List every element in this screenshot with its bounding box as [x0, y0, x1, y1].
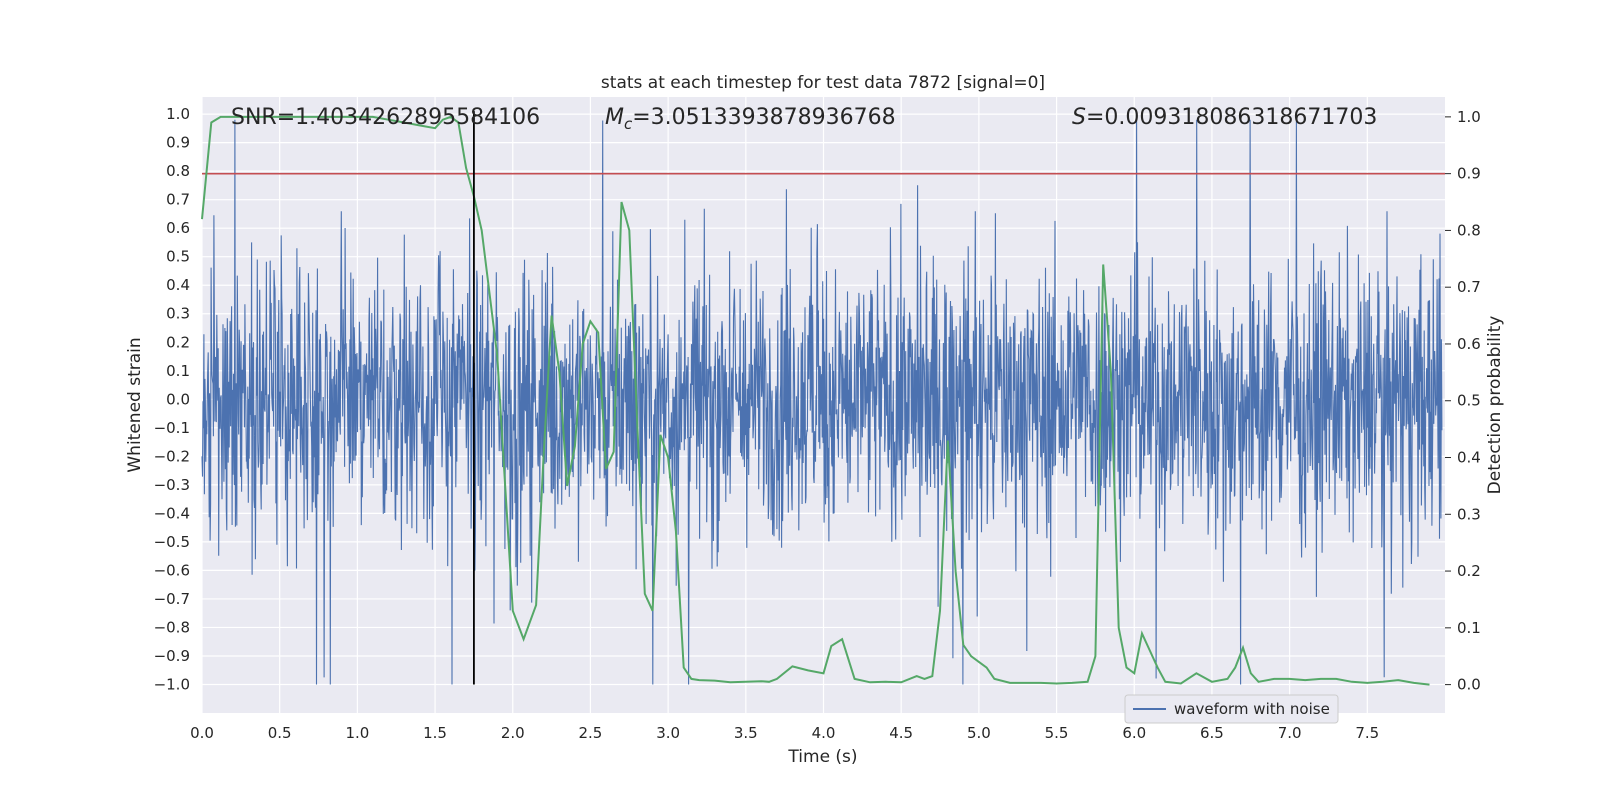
y-tick-label: 0.8 [166, 162, 190, 180]
overlay-layer [201, 111, 1445, 686]
waveform-series [201, 119, 1443, 685]
x-tick-label: 1.0 [345, 724, 369, 742]
y2-tick-label: 0.7 [1457, 278, 1481, 296]
y2-tick-label: 1.0 [1457, 108, 1481, 126]
x-tick-label: 0.5 [268, 724, 292, 742]
detection-probability-line [201, 115, 1430, 686]
x-tick-label: 6.0 [1122, 724, 1146, 742]
legend: waveform with noise [1124, 694, 1339, 724]
y-tick-label: 0.7 [166, 191, 190, 209]
y2-tick-label: 0.5 [1457, 392, 1481, 410]
chirp-mass-value: =3.0513393878936768 [632, 105, 895, 130]
y-tick-label: 0.4 [166, 276, 190, 294]
x-tick-label: 2.5 [579, 724, 603, 742]
x-tick-label: 7.0 [1278, 724, 1302, 742]
y2-tick-label: 0.4 [1457, 449, 1481, 467]
y-tick-label: 1.0 [166, 105, 190, 123]
y-tick-label: −0.5 [154, 533, 190, 551]
snr-annotation: SNR=1.4034262895584106 [231, 105, 540, 130]
y2-tick-label: 0.1 [1457, 619, 1481, 637]
y2-tick-label: 0.2 [1457, 562, 1481, 580]
y2-tick-label: 0.3 [1457, 505, 1481, 523]
s-value: =0.009318086318671703 [1086, 105, 1377, 130]
x-axis-label: Time (s) [787, 747, 857, 767]
x-tick-label: 4.0 [812, 724, 836, 742]
y-tick-label: 0.2 [166, 333, 190, 351]
y-tick-label: −0.7 [154, 590, 190, 608]
s-annotation: S=0.009318086318671703 [1072, 105, 1377, 130]
y2-tick-label: 0.0 [1457, 676, 1481, 694]
y-tick-label: 0.5 [166, 248, 190, 266]
x-tick-label: 5.0 [967, 724, 991, 742]
y-tick-labels: 1.0 0.9 0.8 0.7 0.6 0.5 0.4 0.3 0.2 0.1 0.0 −0.1 −0.… [154, 105, 190, 693]
x-tick-label: 3.5 [734, 724, 758, 742]
x-tick-labels: 0.0 0.5 1.0 1.5 2.0 2.5 3.0 3.5 4.0 4.5 5.0 5.5 6.0 6… [190, 724, 1379, 742]
y2-tick-label: 0.6 [1457, 335, 1481, 353]
y-tick-label: −0.9 [154, 647, 190, 665]
chirp-mass-annotation: Mc=3.0513393878936768 [605, 105, 896, 133]
y-tick-label: −0.8 [154, 618, 190, 636]
y2-tick-label: 0.8 [1457, 221, 1481, 239]
x-tick-label: 5.5 [1045, 724, 1069, 742]
s-symbol: S [1072, 105, 1086, 130]
x-tick-label: 4.5 [889, 724, 913, 742]
y2-axis-label: Detection probability [1485, 316, 1505, 495]
y-tick-label: 0.3 [166, 305, 190, 323]
x-tick-label: 3.0 [656, 724, 680, 742]
y-tick-label: −0.2 [154, 447, 190, 465]
y-tick-label: −0.3 [154, 476, 190, 494]
chirp-mass-subscript: c [624, 115, 633, 133]
x-tick-label: 1.5 [423, 724, 447, 742]
y-tick-label: −0.4 [154, 504, 190, 522]
x-tick-label: 2.0 [501, 724, 525, 742]
y-tick-label: −0.6 [154, 561, 190, 579]
x-tick-label: 7.5 [1355, 724, 1379, 742]
legend-box [1124, 694, 1339, 724]
waveform-line [201, 119, 1443, 685]
y-tick-label: 0.1 [166, 362, 190, 380]
y-tick-label: −1.0 [154, 675, 190, 693]
x-tick-label: 0.0 [190, 724, 214, 742]
y-axis-label: Whitened strain [125, 337, 145, 472]
y-tick-label: 0.0 [166, 390, 190, 408]
legend-label-waveform: waveform with noise [1174, 700, 1330, 718]
chirp-mass-symbol: M [605, 105, 624, 130]
y-tick-label: 0.9 [166, 134, 190, 152]
chart-title: stats at each timestep for test data 787… [601, 73, 1045, 93]
y-tick-label: 0.6 [166, 219, 190, 237]
y2-tick-label: 0.9 [1457, 165, 1481, 183]
y-tick-label: −0.1 [154, 419, 190, 437]
y2-tick-labels: 1.0 0.9 0.8 0.7 0.6 0.5 0.4 0.3 0.2 0.1 0.0 [1445, 108, 1481, 694]
x-tick-label: 6.5 [1200, 724, 1224, 742]
